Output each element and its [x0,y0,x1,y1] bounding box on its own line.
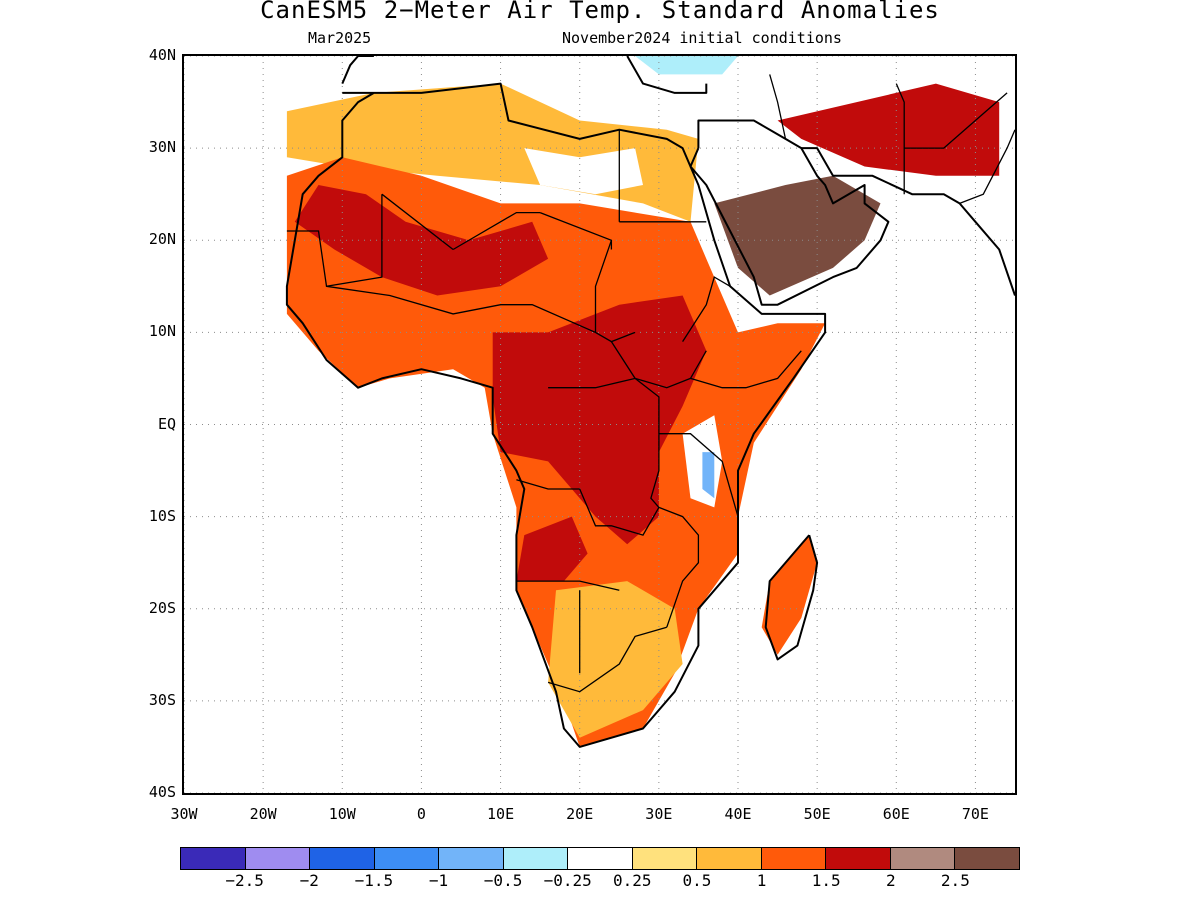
lat-tick-label: 30S [148,690,176,709]
colorbar-tick-label: 2.5 [940,871,970,890]
border-orange-river [547,626,667,693]
colorbar-swatch [697,848,762,869]
coastline-persia-coast [801,147,1015,296]
anomaly-region-central-egypt-neutral [524,148,643,195]
colorbar-swatch [955,848,1019,869]
anomaly-region-arabia-extreme [714,175,881,296]
anomaly-region-lake-victoria-cool [702,452,715,499]
border-angola-namibia [516,580,620,591]
coastline-madagascar [764,534,819,661]
colorbar-swatch [439,848,504,869]
coastline-arabia [689,119,890,306]
anomaly-region-mediterranean-cool [635,56,738,75]
border-zambia-mozambique [658,506,700,628]
lat-tick-label: 20N [148,230,176,249]
colorbar-tick-label: −2 [299,871,319,890]
border-mauritania [286,194,383,288]
colorbar-tick-label: 0.25 [613,871,652,890]
border-mali-algeria [381,193,454,251]
anomaly-region-south-africa-moderate [548,581,683,738]
colorbar-swatch [503,848,569,869]
lon-tick-label: 20E [566,805,594,823]
colorbar-tick-label: 0.5 [682,871,712,890]
lat-tick-label: 40S [148,783,176,801]
lat-tick-label: EQ [157,414,176,433]
anomaly-region-angola-very-strong [516,516,588,582]
coastline-europe-asia-south [341,56,374,84]
forecast-month: Mar2025 [308,29,372,47]
border-pakistan [904,92,1008,149]
border-chad-sudan [594,240,613,333]
colorbar-tick-label: 2 [885,871,896,890]
colorbar-tick-label: −1.5 [354,871,394,890]
colorbar-swatch [245,848,311,869]
border-sahel-belt [326,285,636,343]
border-india-pak [959,129,1015,205]
colorbar-swatch [568,848,633,869]
colorbar-swatch [310,848,375,869]
border-libya-chad [539,211,613,250]
border-kenya-ethiopia [690,350,802,389]
border-congo-line [548,377,660,508]
colorbar-tick-label: −0.25 [543,871,592,890]
colorbar-swatch [890,848,956,869]
lat-tick-label: 10N [148,322,176,341]
colorbar-tick-label: 1 [756,871,767,890]
lon-tick-label: 0 [416,805,426,823]
lon-tick-label: 70E [961,805,989,823]
colorbar-tick-label: −0.5 [483,871,523,890]
lon-tick-label: 20W [249,805,277,823]
lat-tick-label: 10S [148,506,176,525]
lon-tick-label: 60E [882,805,910,823]
anomaly-region-madagascar-strong [761,535,818,655]
border-iran-iraq [769,74,787,140]
colorbar-tick-label: 1.5 [811,871,841,890]
border-tanzania-line [658,433,739,517]
lat-tick-label: 20S [148,598,176,617]
lat-tick-label: 40N [148,46,176,64]
border-ethiopia-sudan [682,276,731,342]
border-iran-afghan [895,83,905,195]
map-frame [182,54,1017,795]
lon-tick-label: 10W [328,805,356,823]
border-south-sudan-line [610,341,707,389]
colorbar-swatch [761,848,827,869]
border-drc-angola [516,479,660,536]
colorbar-swatch [374,848,440,869]
colorbar-swatch [826,848,891,869]
lon-tick-label: 10E [487,805,515,823]
colorbar-swatch [632,848,698,869]
colorbar-swatch [181,848,246,869]
coastline-anatolia [626,56,708,94]
anomaly-region-central-africa-very-strong [492,295,707,545]
lon-tick-label: 30E [645,805,673,823]
initial-conditions-label: November2024 initial conditions [562,29,842,47]
map-title: CanESM5 2−Meter Air Temp. Standard Anoma… [260,0,940,24]
colorbar-tick-label: −2.5 [225,871,264,890]
colorbar-tick-label: −1 [428,871,449,890]
coastline-africa [285,82,827,748]
lat-tick-label: 30N [148,138,176,157]
border-algeria-niger [452,211,541,251]
lon-tick-label: 50E [803,805,831,823]
anomaly-map [184,56,1015,793]
lon-tick-label: 30W [170,805,198,823]
lon-tick-label: 40E [724,805,752,823]
anomaly-region-persia-very-strong [777,83,1000,176]
colorbar [180,847,1020,870]
anomaly-region-west-sahara-very-strong [294,185,549,296]
